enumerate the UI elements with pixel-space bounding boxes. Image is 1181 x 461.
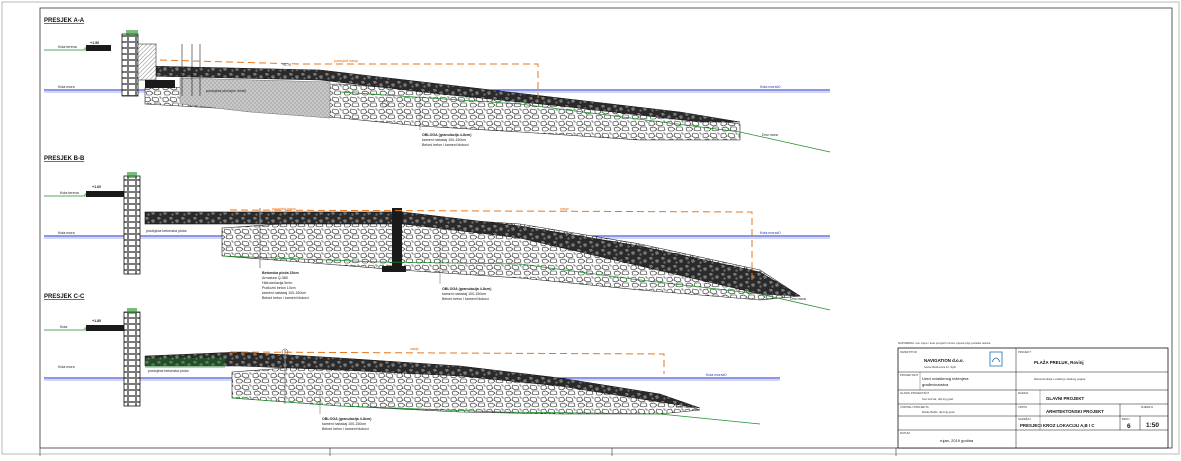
note-b-line-3: Betoni beton i kameni blokovi: [442, 297, 489, 301]
tb-chief-name: Ivan Horvat, dipl.ing.grad.: [922, 397, 954, 401]
tb-header-note: NAPOMENA: sve mjere i kote provjeriti na…: [898, 341, 991, 345]
note-c-line-1: OBLOGA (granulacija 4-8cm): [322, 417, 372, 421]
label-c-left-water: Kota mora: [58, 365, 75, 369]
note-b-line-2: kameni nabačaj 100-150cm: [442, 292, 486, 296]
note-b-left-4: Podložni beton 10cm: [262, 286, 296, 290]
label-a-left-top: Kota terena: [58, 45, 77, 49]
label-c-orange: nasip: [410, 347, 419, 351]
tb-author-name: Marko Babić, dipl.ing.grad.: [922, 410, 955, 414]
tb-level-label: RAZINA: [1018, 391, 1028, 395]
retaining-wall-c: [124, 312, 140, 406]
tb-date-label: DATUM: [900, 431, 910, 435]
tb-project-label: PROJEKT: [1018, 350, 1031, 354]
tb-author-label: VODITELJ PROJEKTA: [900, 405, 929, 409]
label-b-left-water: Kota mora: [58, 231, 75, 235]
tb-scale-label: MJERILO: [1141, 405, 1154, 409]
tb-type-label: VRSTA: [1018, 405, 1027, 409]
note-b-left-2: Armatura Q-385: [262, 276, 288, 280]
label-c-elev-top: +1.80: [92, 319, 101, 323]
label-a-water-mid: postojeća ploča(ne dirati): [206, 89, 246, 93]
section-a-a: PRESJEK A-A Kota terena Kota mora +1.50 …: [44, 18, 830, 152]
label-b-elev-top: +1.60: [92, 185, 101, 189]
tb-project-desc: Rekonstrukcija i uređenje obalnog pojasa: [1034, 377, 1086, 381]
section-c-c: PRESJEK C-C Kota Kota mora +1.80 nasip K…: [44, 294, 780, 431]
note-c-line-2: kameni nabačaj 100-150cm: [322, 422, 366, 426]
label-b-orange: postojeći nasip: [272, 207, 296, 211]
note-b-left-3: Hidroizolacija 5mm: [262, 281, 292, 285]
tb-drawing-value: PRESJECI KROZ LOKACIJU A,B I C: [1020, 423, 1095, 428]
tb-type-value: ARHITEKTONSKI PROJEKT: [1046, 409, 1104, 414]
retaining-wall-b: [124, 176, 140, 274]
label-a-left-water: Kota mora: [58, 85, 75, 89]
label-c-left-top: Kota: [60, 325, 67, 329]
tb-investor-label: INVESTITOR: [900, 350, 917, 354]
section-c-title: PRESJEK C-C: [44, 294, 85, 300]
note-a-line-3: Betoni beton i kameni blokovi: [422, 143, 469, 147]
label-c-seabed-right: Dno mora: [676, 405, 692, 409]
section-b-b: PRESJEK B-B Kota terena Kota mora +1.60 …: [44, 156, 830, 310]
tb-chief-label: GLAVNI PROJEKTANT: [900, 391, 929, 395]
label-b-plate: postojeća betonska ploča: [146, 229, 187, 233]
label-a-water-right: Kota mora±0: [760, 85, 781, 89]
note-b-line-1: OBLOGA (granulacija 4-8cm): [442, 287, 492, 291]
label-a-elev-mid: +0.70: [282, 63, 291, 67]
tb-designer-sub: građevinarstva: [922, 382, 949, 387]
tb-date-value: rujan, 2019 godina: [940, 438, 974, 443]
note-b-left-1: Betonska ploča 15cm: [262, 271, 299, 275]
label-c-plate: postojeća betonska ploča: [148, 369, 189, 373]
note-c-line-3: Betoni beton i kameni blokovi: [322, 427, 369, 431]
note-a-line-2: kameni nabačaj 100-150cm: [422, 138, 466, 142]
note-b-left-5: kameni nabačaj 100-150cm: [262, 291, 306, 295]
label-c-water-right: Kota mora±0: [706, 373, 727, 377]
label-b-seabed-right: Dno mora: [790, 297, 806, 301]
tb-sheet-value: 6: [1127, 423, 1131, 430]
section-a-title: PRESJEK A-A: [44, 18, 85, 24]
label-b-left-top: Kota terena: [60, 191, 79, 195]
note-b-left-6: Betoni beton i kameni blokovi: [262, 296, 309, 300]
tb-project-title: PLAŽA PRELUK, Rovinj: [1034, 360, 1084, 365]
label-a-orange: postojeći nasip: [334, 59, 358, 63]
retaining-wall-a: [122, 34, 138, 96]
tb-sheet-label: BROJ: [1122, 417, 1130, 421]
tb-level-value: GLAVNI PROJEKT: [1046, 396, 1085, 401]
label-b-water-right: Kota mora±0: [760, 231, 781, 235]
tb-investor-addr: Ivana Meštrovića 11, Split: [924, 365, 956, 369]
tb-scale-value: 1:50: [1146, 422, 1159, 429]
section-b-title: PRESJEK B-B: [44, 156, 85, 162]
note-a-line-1: OBLOGA (granulacija 4-8cm): [422, 133, 472, 137]
tb-drawing-label: SADRŽAJ: [1018, 416, 1031, 421]
label-b-orange-right: nasip: [560, 207, 569, 211]
label-a-seabed-right: Dno mora: [762, 133, 778, 137]
title-block: NAPOMENA: sve mjere i kote provjeriti na…: [898, 341, 1168, 448]
concrete-plate-b: [145, 212, 403, 224]
label-a-elev-top: +1.50: [90, 41, 99, 45]
tb-investor-name: NAVIGATION d.o.o.: [924, 358, 964, 363]
tb-designer-name: Ured ovlaštenog inženjera: [922, 376, 969, 381]
tb-designer-label: PROJEKTANT: [900, 373, 919, 377]
